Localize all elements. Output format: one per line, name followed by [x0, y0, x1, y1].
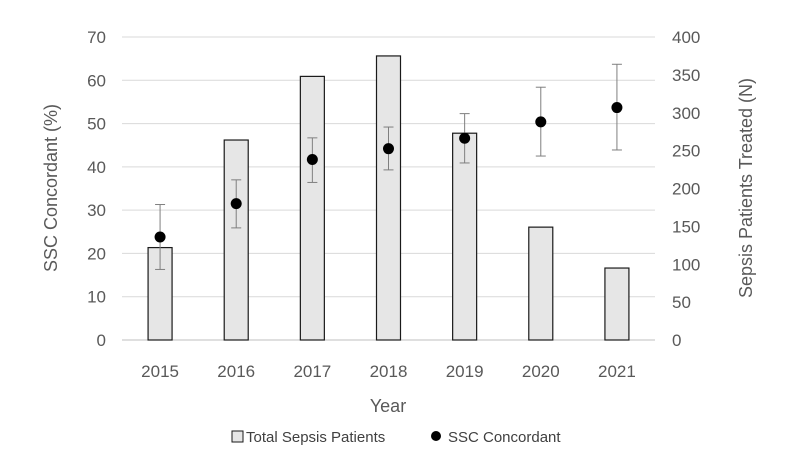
x-tick-label: 2015 [141, 362, 179, 381]
bar [375, 55, 402, 341]
x-axis-ticks: 2015 2016 2017 2018 2019 2020 2021 [141, 362, 636, 381]
x-tick-label: 2020 [522, 362, 560, 381]
bar [604, 267, 630, 341]
left-tick-label: 40 [87, 158, 106, 177]
bar-series-total-sepsis-patients [147, 55, 630, 341]
x-tick-label: 2016 [217, 362, 255, 381]
x-tick-label: 2017 [293, 362, 331, 381]
left-tick-label: 20 [87, 244, 106, 263]
data-point [230, 198, 242, 210]
right-tick-label: 400 [672, 28, 700, 47]
data-point [154, 231, 166, 243]
right-tick-label: 300 [672, 104, 700, 123]
left-tick-label: 10 [87, 288, 106, 307]
left-tick-label: 30 [87, 201, 106, 220]
point-series-ssc-concordant [154, 102, 623, 243]
bar [452, 132, 478, 341]
data-point [611, 102, 623, 114]
right-tick-label: 350 [672, 66, 700, 85]
right-tick-label: 100 [672, 255, 700, 274]
legend-item-ssc-concordant: SSC Concordant [431, 429, 561, 446]
legend: Total Sepsis Patients SSC Concordant [231, 429, 561, 446]
right-axis-title: Sepsis Patients Treated (N) [736, 78, 756, 298]
x-tick-label: 2018 [370, 362, 408, 381]
data-point [306, 153, 318, 165]
right-tick-label: 50 [672, 293, 691, 312]
right-tick-label: 150 [672, 217, 700, 236]
data-point [383, 143, 394, 155]
bar [299, 75, 325, 341]
right-tick-label: 250 [672, 142, 700, 161]
x-tick-label: 2021 [598, 362, 636, 381]
left-axis-ticks: 0 10 20 30 40 50 60 70 [87, 28, 106, 350]
data-point [535, 116, 547, 128]
left-tick-label: 0 [97, 331, 106, 350]
legend-swatch-point [431, 431, 441, 441]
legend-label-total-sepsis-patients: Total Sepsis Patients [246, 429, 385, 446]
legend-label-ssc-concordant: SSC Concordant [448, 429, 561, 446]
left-tick-label: 60 [87, 71, 106, 90]
right-axis-ticks: 0 50 100 150 200 250 300 350 400 [672, 28, 700, 350]
bar [223, 139, 249, 341]
right-tick-label: 0 [672, 331, 681, 350]
bar [528, 226, 554, 341]
left-tick-label: 70 [87, 28, 106, 47]
legend-swatch-bar [231, 430, 244, 443]
legend-item-total-sepsis-patients: Total Sepsis Patients [231, 429, 385, 446]
x-tick-label: 2019 [446, 362, 484, 381]
data-point [459, 132, 471, 144]
x-axis-title: Year [370, 396, 406, 416]
left-tick-label: 50 [87, 115, 106, 134]
left-axis-title: SSC Concordant (%) [41, 104, 61, 272]
right-tick-label: 200 [672, 180, 700, 199]
